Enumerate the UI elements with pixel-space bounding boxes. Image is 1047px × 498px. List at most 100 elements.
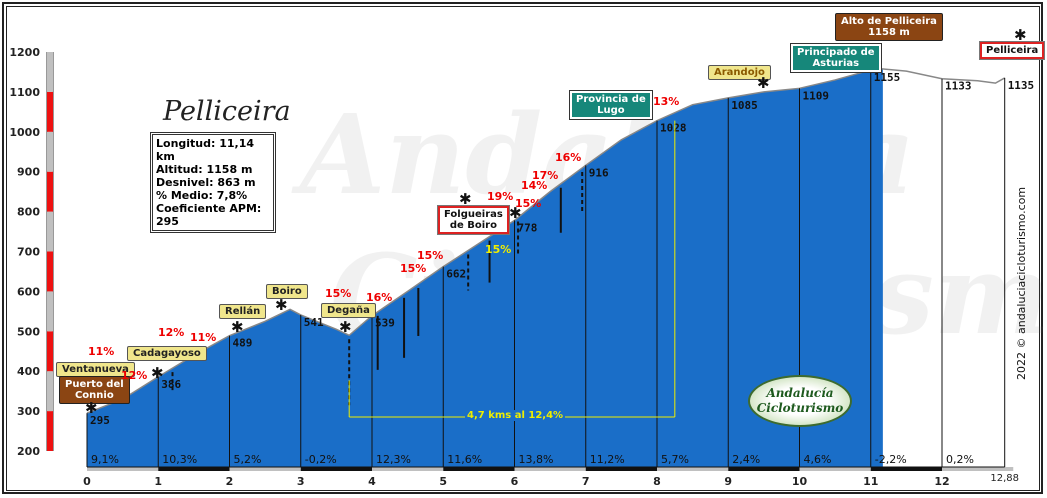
km-elevation-label: 1028: [660, 122, 687, 135]
ramp-grade: 15%: [325, 287, 352, 300]
y-tick-label: 400: [17, 365, 40, 378]
km-stripe: [942, 467, 1014, 471]
x-tick-label: 1: [154, 475, 162, 488]
y-axis-stripe: [47, 171, 53, 212]
landmark-star-icon: ✱: [275, 296, 288, 314]
y-axis-stripe: [47, 371, 53, 412]
segment-grade-label: 9,1%: [91, 453, 119, 466]
segment-grade-label: 5,7%: [661, 453, 689, 466]
y-axis-stripe: [47, 211, 53, 252]
sign-line: Principado de: [797, 47, 875, 58]
km-elevation-label: 386: [161, 378, 181, 391]
sign-line: Connio: [74, 390, 114, 401]
y-axis-stripe: [47, 291, 53, 332]
landmark-star-icon: ✱: [459, 190, 472, 208]
sign-line: Alto de Pelliceira: [841, 16, 937, 27]
info-apm-coefficient: Coeficiente APM: 295: [156, 202, 262, 228]
y-tick-label: 300: [17, 405, 40, 418]
landmark-star-icon: ✱: [339, 318, 352, 336]
copyright-text: 2022 © andaluciacicloturismo.com: [1015, 186, 1028, 380]
y-axis-stripe: [47, 131, 53, 172]
km-elevation-label: 541: [304, 316, 324, 329]
ramp-grade: 15%: [417, 249, 444, 262]
y-axis-stripe: [47, 411, 53, 451]
ramp-grade: 16%: [366, 291, 393, 304]
sign-cadagayoso: Cadagayoso: [127, 346, 207, 361]
segment-grade-label: 5,2%: [234, 453, 262, 466]
ramp-grade: 11%: [190, 331, 217, 344]
sign-degana: Degaña: [321, 303, 376, 318]
km-elevation-label: 489: [233, 337, 253, 350]
km-stripe: [300, 467, 372, 471]
km-elevation-label: 1155: [874, 71, 901, 84]
landmark-star-icon: ✱: [509, 204, 522, 222]
inner-frame: [6, 6, 1040, 491]
segment-grade-label: -2,2%: [875, 453, 907, 466]
x-tick-label: 9: [724, 475, 732, 488]
sign-line: Provincia de: [576, 94, 646, 105]
sign-line: de Boiro: [449, 220, 497, 231]
info-elevation-gain: Desnivel: 863 m: [156, 176, 256, 189]
sign-line: Lugo: [597, 105, 625, 116]
landmark-star-icon: ✱: [757, 74, 770, 92]
sign-line: Folgueiras: [444, 209, 503, 220]
x-tick-label: 2: [226, 475, 234, 488]
sign-alto-de-pelliceira: Alto de Pelliceira 1158 m: [835, 13, 943, 41]
km-elevation-label: 295: [90, 414, 110, 427]
y-tick-label: 200: [17, 445, 40, 458]
segment-grade-label: 12,3%: [376, 453, 411, 466]
km-elevation-label: 1109: [803, 89, 830, 102]
segment-grade-label: 13,8%: [519, 453, 554, 466]
km-elevation-label: 1133: [945, 80, 972, 93]
km-stripe: [229, 467, 301, 471]
x-tick-label: 4: [368, 475, 376, 488]
x-tick-label: 5: [439, 475, 447, 488]
y-tick-label: 1200: [9, 46, 40, 59]
ramp-grade: 16%: [555, 151, 582, 164]
km-stripe: [372, 467, 444, 471]
y-tick-label: 500: [17, 325, 40, 338]
sign-boiro: Boiro: [266, 284, 308, 299]
ramp-grade: 19%: [487, 190, 514, 203]
sign-rellan: Rellán: [219, 304, 267, 319]
landmark-star-icon: ✱: [85, 399, 98, 417]
sign-arandojo: Arandojo: [708, 65, 771, 80]
andalucia-cicloturismo-logo: Andalucía Cicloturismo: [748, 375, 852, 427]
x-tick-label: 11: [863, 475, 878, 488]
km-elevation-label: 1135: [1008, 79, 1034, 92]
km-stripe: [585, 467, 657, 471]
km-stripe: [514, 467, 586, 471]
logo-line: Andalucía: [766, 386, 834, 400]
ramp-grade: 15%: [515, 197, 542, 210]
y-tick-label: 600: [17, 285, 40, 298]
y-tick-label: 1100: [9, 86, 40, 99]
y-tick-label: 900: [17, 166, 40, 179]
chart-title: Pelliceira: [163, 96, 291, 127]
steep-section-label: 4,7 kms al 12,4%: [465, 410, 566, 421]
profile-line: [86, 68, 1006, 414]
segment-grade-label: 10,3%: [162, 453, 197, 466]
x-tick-label: 7: [582, 475, 590, 488]
km-stripe: [728, 467, 800, 471]
ramp-grade: 17%: [532, 169, 559, 182]
segment-grade-label: 2,4%: [732, 453, 760, 466]
sign-folgueiras-de-boiro: Folgueiras de Boiro: [437, 205, 510, 235]
info-box: Longitud: 11,14 km Altitud: 1158 m Desni…: [150, 132, 276, 233]
y-axis-stripe: [47, 91, 53, 132]
info-average-grade: % Medio: 7,8%: [156, 189, 248, 202]
ramp-grade: 14%: [521, 179, 548, 192]
info-length: Longitud: 11,14 km: [156, 137, 255, 163]
km-stripe: [443, 467, 515, 471]
y-axis-stripe: [47, 251, 53, 292]
x-end-label: 12,88: [990, 473, 1019, 484]
x-tick-label: 12: [934, 475, 949, 488]
km-elevation-label: 539: [375, 317, 395, 330]
segment-grade-label: 11,6%: [447, 453, 482, 466]
profile-fill: [87, 68, 883, 468]
y-tick-label: 800: [17, 206, 40, 219]
ramp-grade: 12%: [121, 369, 148, 382]
sign-pelliceira: Pelliceira: [978, 41, 1046, 60]
km-stripe: [87, 467, 159, 471]
